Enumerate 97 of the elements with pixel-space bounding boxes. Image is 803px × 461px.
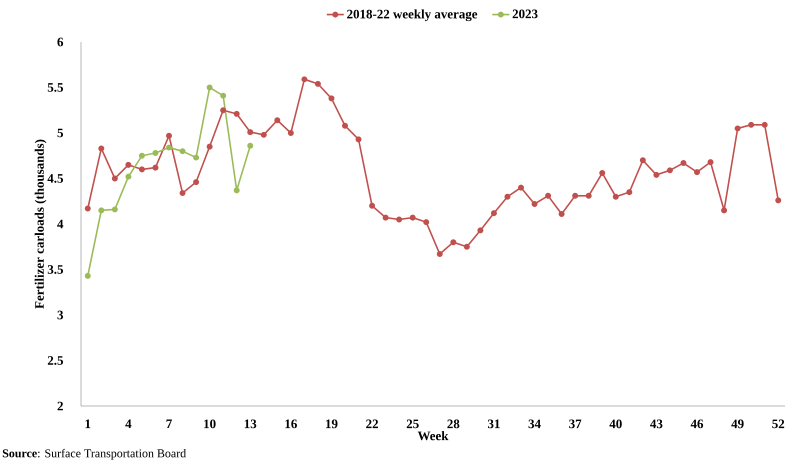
point — [694, 169, 700, 176]
point — [734, 125, 741, 132]
point — [653, 172, 660, 178]
y-tick-label: 4 — [57, 220, 64, 228]
x-tick-label: 52 — [772, 420, 784, 428]
point — [220, 107, 226, 114]
point — [301, 76, 308, 82]
point — [748, 122, 754, 128]
point — [490, 210, 497, 216]
point — [599, 170, 606, 176]
point — [450, 239, 456, 246]
point — [247, 142, 254, 149]
point — [356, 136, 362, 142]
point — [138, 152, 145, 159]
point — [220, 92, 226, 99]
point — [125, 174, 132, 180]
point — [708, 159, 714, 166]
y-tick-label: 6 — [57, 38, 64, 46]
x-tick-label: 25 — [406, 420, 419, 428]
x-tick-label: 7 — [166, 420, 172, 428]
point — [206, 84, 213, 90]
point — [152, 150, 158, 156]
x-tick-label: 4 — [125, 420, 132, 428]
y-tick-label: 3 — [57, 310, 64, 320]
point — [193, 154, 200, 161]
point — [166, 144, 172, 151]
point — [382, 214, 389, 221]
point — [504, 194, 510, 200]
point — [545, 192, 552, 199]
point — [274, 117, 280, 124]
point — [247, 129, 254, 136]
point — [328, 95, 334, 102]
x-tick-label: 10 — [204, 420, 216, 428]
x-tick-label: 31 — [488, 420, 500, 428]
point — [193, 179, 200, 186]
point — [314, 80, 321, 87]
point — [180, 190, 186, 196]
point — [206, 144, 213, 150]
point — [166, 132, 172, 139]
point — [762, 122, 768, 128]
point — [288, 130, 294, 136]
point — [138, 166, 145, 172]
point — [152, 164, 158, 171]
point — [396, 216, 402, 222]
y-tick-label: 5 — [58, 128, 64, 138]
x-tick-label: 43 — [650, 420, 662, 428]
x-tick-label: 46 — [690, 420, 704, 428]
text: Source: Surface Transportation Board — [2, 448, 186, 460]
legend-label: 2023 — [512, 10, 538, 18]
point — [84, 206, 91, 212]
point — [775, 197, 782, 204]
point — [98, 207, 104, 214]
point — [532, 200, 538, 207]
point — [342, 122, 348, 129]
point — [112, 176, 118, 182]
point — [260, 132, 267, 138]
point — [666, 167, 673, 174]
x-axis-title: Week — [418, 431, 448, 440]
y-axis-title: Fertilizer carloads (thousands) — [34, 140, 46, 309]
y-tick-label: 5.5 — [48, 83, 64, 92]
y-tick-label: 2 — [58, 402, 63, 410]
point — [558, 210, 565, 217]
point — [423, 219, 430, 226]
point — [84, 272, 91, 279]
x-tick-label: 13 — [244, 420, 256, 428]
x-tick-label: 1 — [86, 420, 90, 428]
point — [612, 194, 619, 200]
point — [586, 192, 592, 199]
point — [180, 148, 186, 154]
point — [626, 189, 632, 196]
y-tick-label: 2.5 — [48, 356, 64, 365]
point — [464, 244, 470, 250]
point — [680, 160, 686, 166]
x-tick-label: 28 — [447, 420, 460, 428]
x-tick-label: 16 — [285, 420, 297, 428]
x-tick-label: 22 — [366, 420, 378, 428]
point — [640, 157, 646, 164]
point — [125, 162, 132, 168]
y-tick-label: 3.5 — [48, 265, 64, 274]
x-tick-label: 19 — [326, 420, 338, 428]
x-tick-label: 37 — [569, 420, 582, 428]
point — [234, 187, 240, 194]
y-tick-label: 4.5 — [47, 174, 64, 183]
point — [369, 202, 376, 209]
point — [98, 145, 104, 152]
x-tick-label: 49 — [731, 420, 744, 428]
x-tick-label: 34 — [528, 420, 541, 428]
point — [410, 214, 416, 221]
point — [234, 110, 240, 117]
x-tick-label: 40 — [609, 420, 622, 428]
point — [477, 227, 484, 234]
point — [518, 184, 524, 191]
point — [721, 207, 728, 214]
point — [572, 192, 578, 199]
point — [436, 251, 443, 258]
point — [112, 206, 118, 212]
legend-label: 2018-22 weekly average — [347, 9, 478, 22]
